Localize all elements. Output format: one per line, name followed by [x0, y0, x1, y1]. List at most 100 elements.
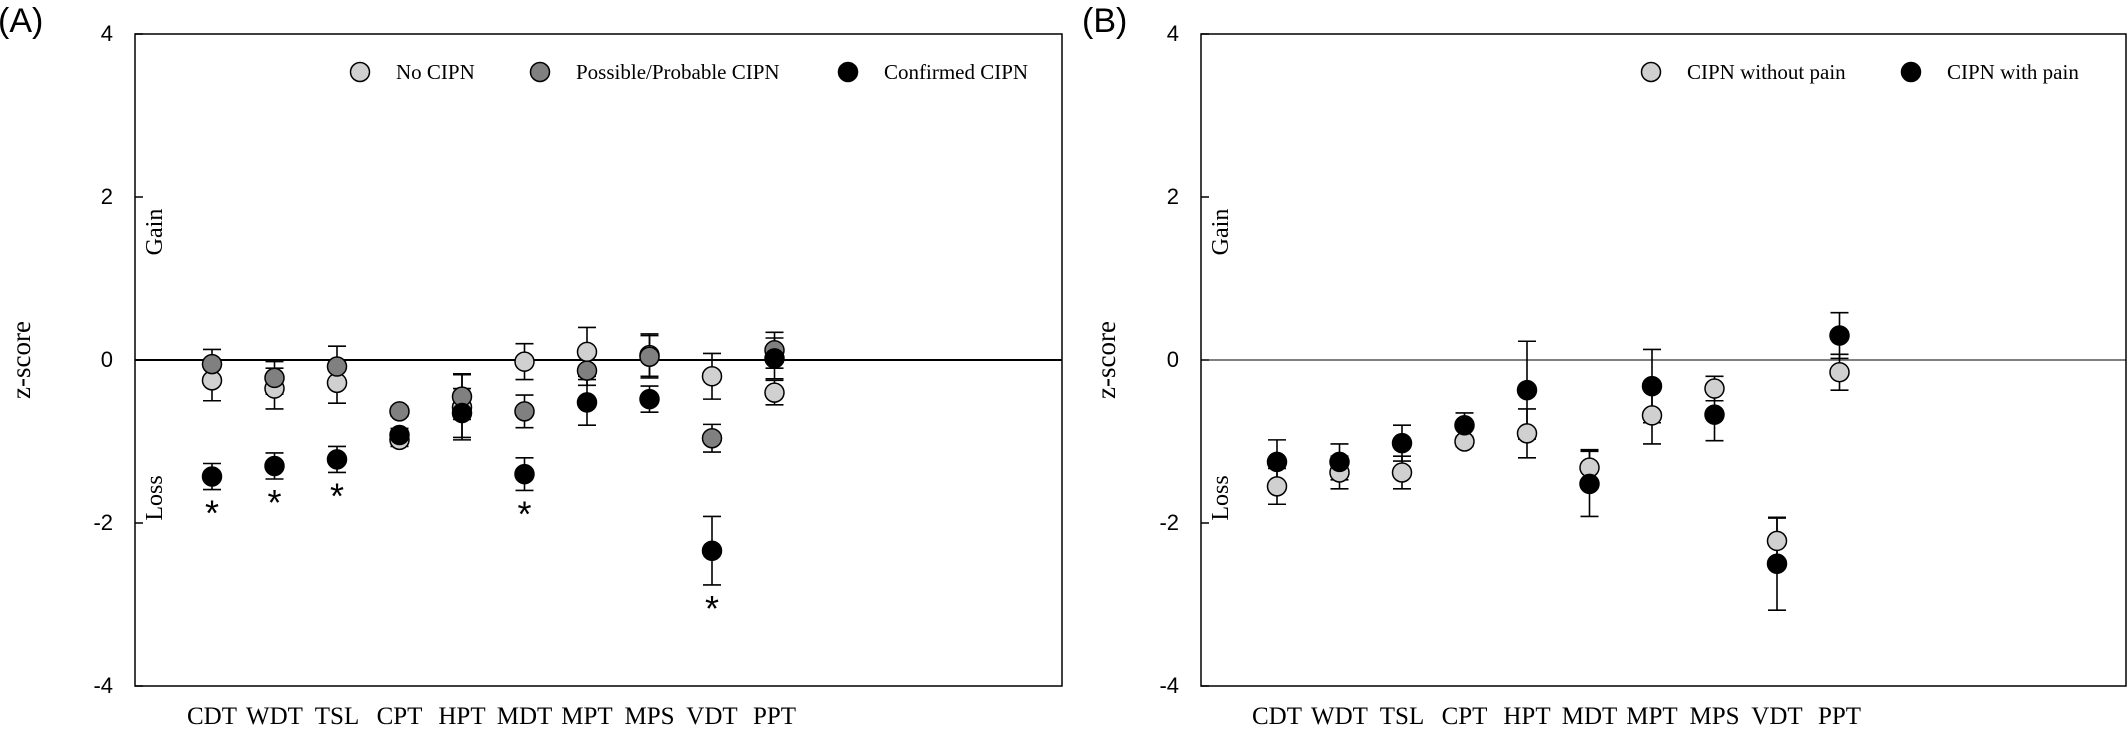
data-point [764, 382, 785, 403]
data-point [1766, 553, 1788, 574]
data-point [639, 346, 660, 367]
y-tick-label: -2 [1159, 510, 1179, 535]
legend-marker [1900, 61, 1922, 83]
data-point [264, 455, 285, 477]
panel-a-label: (A) [0, 2, 43, 40]
data-point [389, 401, 410, 422]
data-point [451, 402, 473, 424]
panel-b-loss-label: Loss [1208, 475, 1234, 520]
data-point [326, 449, 348, 470]
data-point [201, 466, 223, 487]
legend-label: CIPN without pain [1687, 60, 1846, 84]
panel-a-y-axis-title: z-score [6, 321, 36, 399]
panel-b: (B) z-score Gain Loss -4 -2 0 2 4 CDT WDT TSL C… [1082, 2, 2127, 730]
data-point [1266, 476, 1288, 497]
significance-star: * [330, 475, 344, 516]
y-tick-label: 2 [1167, 184, 1179, 209]
panel-b-label: (B) [1082, 2, 1127, 40]
panel-a-x-axis: CDT WDT TSL CPT HPT MDT MPT MPS VDT PPT [187, 703, 796, 730]
panel-b-gain-label: Gain [1208, 209, 1234, 256]
y-tick-label: 0 [1167, 347, 1179, 372]
data-point [1266, 451, 1288, 473]
significance-star: * [705, 588, 719, 629]
panel-b-x-axis: CDT WDT TSL CPT HPT MDT MPT MPS VDT PPT [1252, 703, 1861, 730]
legend-marker [349, 61, 371, 83]
legend-label: CIPN with pain [1947, 60, 2079, 84]
x-tick-label: CPT [1442, 703, 1488, 730]
panel-b-error-bars [1268, 311, 1849, 612]
data-point [514, 401, 535, 422]
panel-a-gain-label: Gain [142, 209, 168, 256]
data-point [1641, 375, 1663, 397]
panel-a-error-bars [203, 326, 784, 586]
data-point [1516, 423, 1538, 444]
x-tick-label: HPT [438, 703, 485, 730]
panel-a-points [201, 339, 785, 561]
x-tick-label: CDT [1252, 703, 1302, 730]
panel-b-y-axis: -4 -2 0 2 4 [1159, 21, 2126, 698]
y-tick-label: 4 [101, 21, 113, 46]
y-tick-label: -2 [93, 510, 113, 535]
legend-marker [1640, 61, 1662, 83]
y-tick-label: 2 [101, 184, 113, 209]
data-point [576, 360, 598, 381]
data-point [1829, 361, 1850, 383]
x-tick-label: VDT [686, 703, 737, 730]
panel-a-significance-markers: * * * * * [205, 475, 719, 628]
panel-a-y-axis: -4 -2 0 2 4 [93, 21, 1062, 698]
panel-a-loss-label: Loss [142, 475, 168, 520]
data-point [1329, 451, 1350, 473]
x-tick-label: CPT [377, 703, 423, 730]
data-point [514, 463, 535, 485]
data-point [764, 348, 785, 369]
legend-label: Possible/Probable CIPN [576, 60, 780, 84]
x-tick-label: TSL [315, 703, 359, 730]
data-point [1516, 379, 1538, 401]
x-tick-label: MPS [1689, 703, 1739, 730]
significance-star: * [205, 493, 219, 534]
data-point [639, 388, 660, 410]
data-point [576, 341, 598, 363]
x-tick-label: PPT [753, 703, 796, 730]
data-point [326, 356, 348, 377]
x-tick-label: MPT [1626, 703, 1677, 730]
data-point [701, 427, 723, 449]
y-tick-label: 0 [101, 347, 113, 372]
data-point [264, 367, 285, 389]
panel-b-points [1266, 325, 1850, 574]
panel-b-y-axis-title: z-score [1091, 321, 1121, 399]
data-point [576, 392, 598, 413]
x-tick-label: TSL [1380, 703, 1424, 730]
data-point [1829, 325, 1850, 346]
data-point [1454, 414, 1475, 436]
legend-marker [837, 61, 859, 83]
y-tick-label: 4 [1167, 21, 1179, 46]
data-point [1641, 405, 1663, 426]
data-point [514, 351, 535, 372]
data-point [701, 366, 723, 387]
data-point [1766, 530, 1788, 552]
y-tick-label: -4 [1159, 673, 1179, 698]
x-tick-label: CDT [187, 703, 237, 730]
significance-star: * [517, 493, 531, 534]
data-point [1704, 378, 1725, 399]
data-point [389, 424, 410, 446]
x-tick-label: WDT [246, 703, 303, 730]
panel-a-legend: No CIPN Possible/Probable CIPN Confirmed C… [349, 60, 1028, 84]
x-tick-label: VDT [1751, 703, 1802, 730]
x-tick-label: WDT [1311, 703, 1368, 730]
x-tick-label: MPT [561, 703, 612, 730]
legend-label: No CIPN [396, 60, 475, 84]
data-point [701, 540, 723, 561]
panel-b-legend: CIPN without pain CIPN with pain [1640, 60, 2079, 84]
x-tick-label: MDT [1562, 703, 1618, 730]
legend-marker [529, 61, 551, 83]
x-tick-label: MPS [624, 703, 674, 730]
significance-star: * [267, 482, 281, 523]
y-tick-label: -4 [93, 673, 113, 698]
x-tick-label: MDT [497, 703, 553, 730]
data-point [1391, 462, 1413, 483]
